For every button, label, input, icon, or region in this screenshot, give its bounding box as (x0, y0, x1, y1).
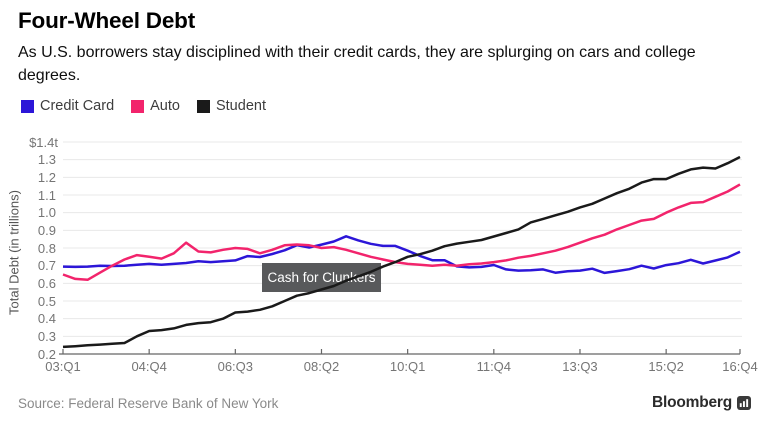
x-tick-label: 11:Q4 (476, 359, 512, 374)
y-tick-label: 1.1 (37, 187, 56, 203)
y-tick-label: 1.3 (37, 152, 56, 168)
x-tick-label: 06:Q3 (217, 359, 254, 374)
credit-card-swatch (21, 99, 34, 113)
x-tick-label: 04:Q4 (131, 359, 167, 374)
series-line-auto (62, 183, 741, 282)
y-tick-label: 0.2 (37, 346, 56, 362)
y-tick-label: 0.4 (37, 311, 56, 327)
legend-item-credit-card: Credit Card (21, 98, 114, 114)
x-tick-label: 15:Q2 (648, 359, 684, 374)
series-lines (62, 155, 741, 349)
y-tick-label: 0.3 (37, 328, 56, 344)
y-tick-label: 0.5 (37, 293, 56, 309)
bloomberg-wordmark: Bloomberg (651, 394, 732, 411)
y-tick-label: 0.7 (37, 258, 56, 274)
legend-label-auto: Auto (150, 98, 180, 114)
gridlines (63, 141, 742, 337)
legend-item-auto: Auto (131, 98, 180, 114)
annotation-text: Cash for Clunkers (267, 270, 375, 285)
y-tick-label: 1.0 (37, 205, 56, 221)
annotation-cash-for-clunkers: Cash for Clunkers (262, 263, 381, 292)
x-axis (59, 349, 741, 355)
x-tick-label: 08:Q2 (303, 359, 340, 374)
y-tick-label: $1.4t (0, 134, 58, 150)
y-tick-label: 1.2 (37, 169, 56, 185)
source-text: Source: Federal Reserve Bank of New York (18, 396, 279, 411)
subtitle: As U.S. borrowers stay disciplined with … (18, 44, 696, 84)
y-tick-label: 0.8 (37, 240, 56, 256)
legend-label-student: Student (215, 98, 266, 114)
bloomberg-logo: Bloomberg (652, 394, 751, 412)
series-line-credit-card (62, 235, 741, 275)
y-tick-label: 0.9 (37, 222, 56, 238)
page-title: Four-Wheel Debt (18, 8, 195, 33)
series-line-student (62, 155, 741, 349)
legend-item-student: Student (196, 98, 266, 114)
x-tick-label: 03:Q1 (45, 359, 81, 374)
x-tick-label: 10:Q1 (389, 359, 426, 374)
bloomberg-chart-icon (737, 396, 751, 410)
legend: Credit Card Auto Student (21, 98, 266, 114)
annotation-box (262, 263, 381, 292)
x-tick-label: 13:Q3 (562, 359, 598, 374)
x-tick-label: 16:Q4 (722, 359, 758, 374)
y-tick-label: 0.6 (37, 275, 56, 291)
student-swatch (196, 99, 210, 113)
auto-swatch (131, 99, 145, 113)
legend-label-credit-card: Credit Card (40, 98, 115, 114)
